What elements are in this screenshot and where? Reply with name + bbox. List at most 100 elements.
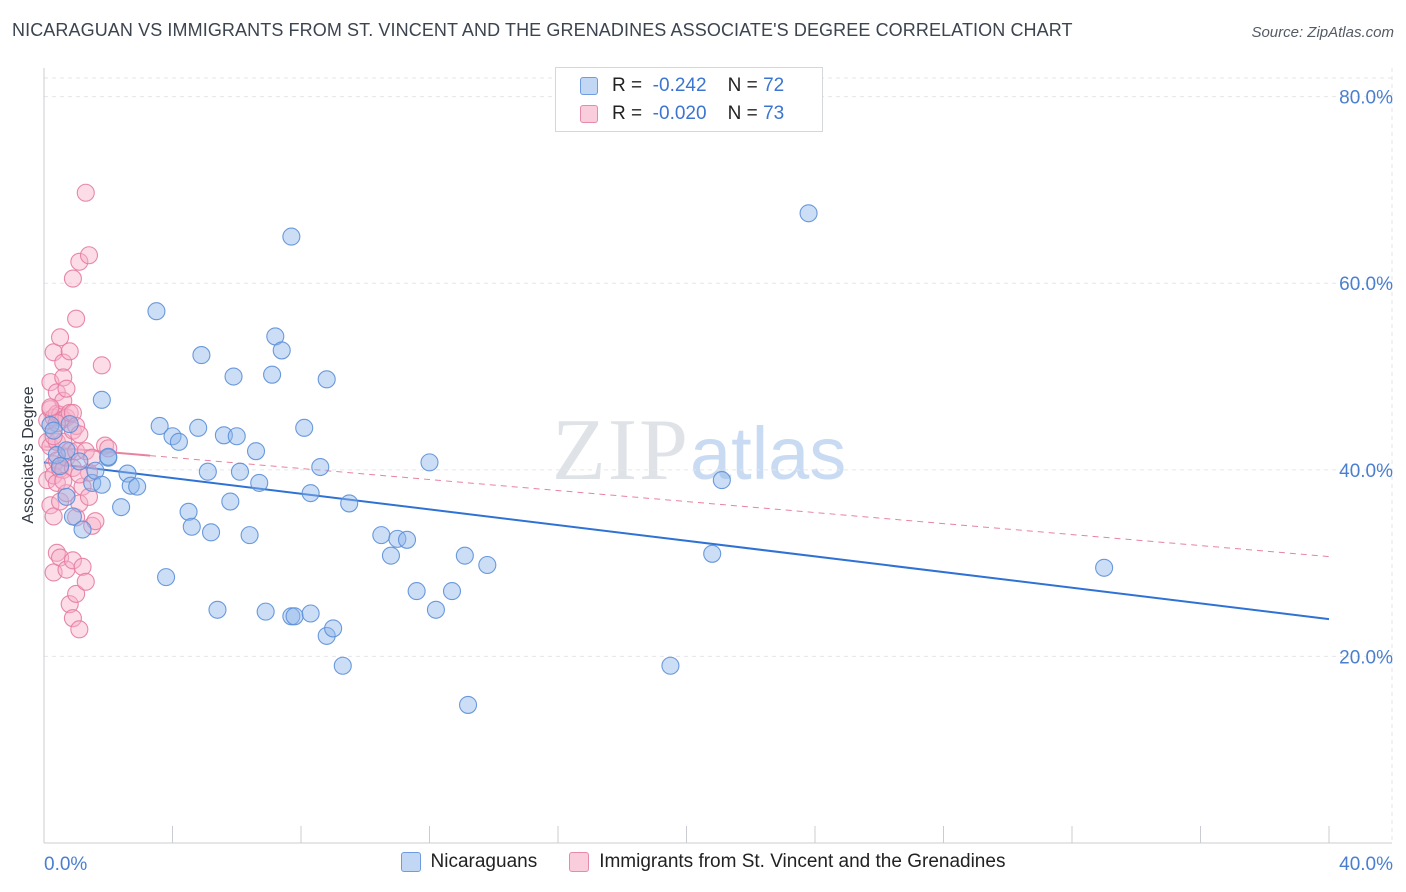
legend-r-label: R = — [612, 103, 643, 124]
legend-swatch-nicaraguans — [580, 77, 598, 95]
point-nicaraguans — [458, 695, 478, 714]
source-credit: Source: ZipAtlas.com — [1251, 24, 1394, 41]
point-nicaraguans — [317, 370, 336, 389]
grid-layer — [44, 68, 1393, 843]
point-nicaraguans — [407, 582, 426, 601]
legend-label-immigrants: Immigrants from St. Vincent and the Gren… — [599, 851, 1006, 872]
watermark-atlas: atlas — [690, 412, 847, 495]
point-immigrants — [79, 487, 99, 506]
point-immigrants — [63, 609, 82, 628]
point-nicaraguans — [128, 477, 147, 496]
point-immigrants — [60, 342, 79, 361]
point-nicaraguans — [317, 626, 336, 645]
point-nicaraguans — [198, 462, 217, 481]
correlation-legend: R = -0.242 N = 72 R = -0.020 N = 73 — [555, 67, 823, 132]
point-nicaraguans — [92, 475, 111, 494]
point-nicaraguans — [157, 568, 176, 587]
point-nicaraguans — [112, 498, 131, 517]
chart-title: NICARAGUAN VS IMMIGRANTS FROM ST. VINCEN… — [12, 20, 1073, 40]
point-immigrants — [86, 512, 105, 531]
point-nicaraguans — [208, 600, 227, 619]
point-nicaraguans — [118, 464, 137, 483]
point-immigrants — [41, 496, 60, 515]
legend-n-value: 73 — [763, 103, 785, 124]
label-layer: 20.0% 40.0% 60.0% 80.0% 0.0% 40.0% Associate's… — [20, 88, 1393, 875]
series-legend: Nicaraguans Immigrants from St. Vincent … — [0, 851, 1406, 873]
point-nicaraguans — [214, 426, 233, 445]
x-tick-label: 40.0% — [1339, 854, 1393, 875]
point-immigrants — [76, 572, 95, 591]
point-nicaraguans — [301, 604, 320, 623]
point-nicaraguans — [311, 457, 330, 477]
point-nicaraguans — [333, 656, 352, 675]
point-nicaraguans — [397, 530, 417, 549]
point-immigrants — [79, 246, 99, 265]
point-nicaraguans — [224, 367, 243, 386]
point-nicaraguans — [426, 600, 445, 619]
legend-swatch-nicaraguans — [400, 852, 421, 872]
point-nicaraguans — [192, 346, 211, 365]
point-immigrants — [67, 584, 86, 603]
legend-item-nicaraguans[interactable]: Nicaraguans — [400, 851, 538, 873]
y-tick-label: 20.0% — [1339, 647, 1393, 668]
y-tick-label: 80.0% — [1339, 88, 1393, 109]
watermark-zip: ZIP — [552, 402, 690, 499]
point-nicaraguans — [230, 462, 250, 481]
point-nicaraguans — [63, 507, 82, 526]
point-nicaraguans — [73, 520, 92, 539]
point-nicaraguans — [703, 544, 722, 563]
legend-n-label: N = — [727, 75, 758, 96]
point-nicaraguans — [478, 555, 497, 575]
point-immigrants — [76, 442, 95, 461]
point-nicaraguans — [179, 502, 198, 521]
point-nicaraguans — [712, 471, 731, 490]
legend-item-immigrants[interactable]: Immigrants from St. Vincent and the Gren… — [569, 851, 1005, 873]
point-nicaraguans — [799, 204, 818, 223]
point-immigrants — [70, 252, 89, 271]
point-immigrants — [70, 620, 89, 639]
legend-label-nicaraguans: Nicaraguans — [430, 851, 538, 872]
point-nicaraguans — [282, 227, 301, 246]
point-nicaraguans — [41, 415, 60, 435]
point-nicaraguans — [324, 619, 343, 638]
point-immigrants — [63, 551, 82, 570]
point-nicaraguans — [285, 607, 304, 626]
point-nicaraguans — [147, 302, 166, 321]
axis-layer — [43, 68, 1392, 844]
point-nicaraguans — [250, 473, 269, 492]
point-nicaraguans — [182, 517, 201, 536]
point-immigrants — [41, 398, 60, 417]
point-nicaraguans — [221, 492, 240, 511]
point-nicaraguans — [455, 546, 474, 565]
legend-r-label: R = — [612, 75, 643, 96]
legend-swatch-immigrants — [569, 852, 590, 872]
legend-swatch-immigrants — [580, 105, 598, 123]
point-nicaraguans — [272, 341, 291, 360]
point-immigrants — [44, 507, 63, 526]
point-nicaraguans — [60, 415, 79, 434]
point-nicaraguans — [372, 526, 391, 545]
point-nicaraguans — [442, 582, 462, 601]
point-nicaraguans — [70, 452, 89, 471]
y-axis-label: Associate's Degree — [20, 386, 37, 523]
legend-r-value: -0.020 — [652, 103, 707, 124]
legend-row-immigrants: R = -0.020 N = 73 — [580, 101, 784, 127]
points-layer — [38, 183, 1114, 714]
point-immigrants — [54, 471, 73, 491]
point-nicaraguans — [340, 494, 359, 513]
point-immigrants — [63, 269, 82, 288]
point-nicaraguans — [150, 416, 169, 436]
point-nicaraguans — [661, 656, 680, 675]
point-immigrants — [67, 309, 86, 328]
point-nicaraguans — [301, 484, 320, 503]
point-nicaraguans — [227, 427, 246, 446]
point-nicaraguans — [92, 390, 111, 409]
point-nicaraguans — [99, 447, 118, 466]
y-tick-label: 40.0% — [1339, 461, 1393, 482]
point-immigrants — [54, 353, 73, 372]
point-nicaraguans — [44, 421, 63, 440]
point-nicaraguans — [381, 546, 401, 565]
point-nicaraguans — [256, 602, 275, 621]
point-immigrants — [51, 328, 70, 347]
